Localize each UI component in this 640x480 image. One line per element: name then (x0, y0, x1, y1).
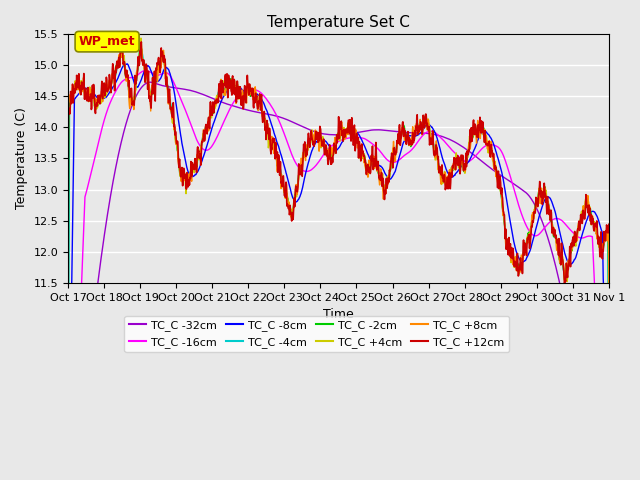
X-axis label: Time: Time (323, 308, 354, 321)
Title: Temperature Set C: Temperature Set C (267, 15, 410, 30)
Text: WP_met: WP_met (79, 35, 135, 48)
Y-axis label: Temperature (C): Temperature (C) (15, 108, 28, 209)
Legend: TC_C -32cm, TC_C -16cm, TC_C -8cm, TC_C -4cm, TC_C -2cm, TC_C +4cm, TC_C +8cm, T: TC_C -32cm, TC_C -16cm, TC_C -8cm, TC_C … (124, 316, 509, 352)
